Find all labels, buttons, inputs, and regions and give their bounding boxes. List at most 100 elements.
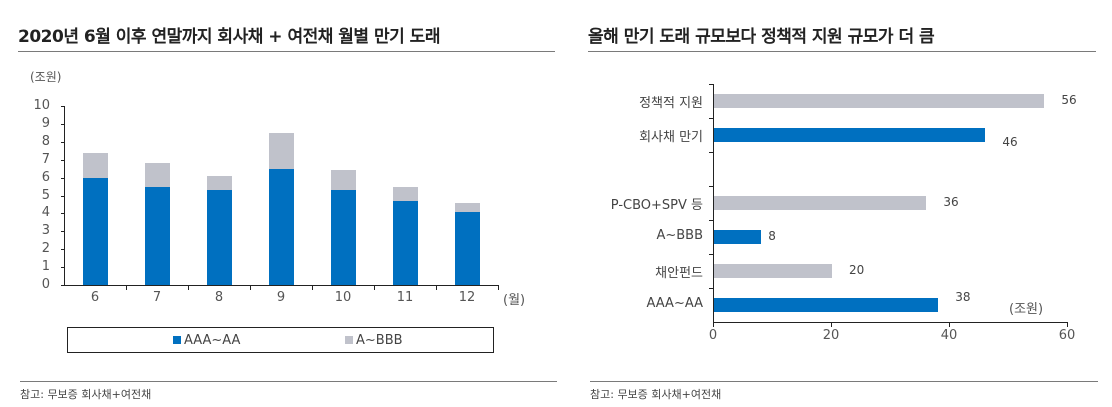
x-unit-label: (월) (503, 293, 526, 308)
y-tick-label: 1 (41, 259, 50, 275)
y-tick-mark (61, 267, 65, 269)
note-divider (20, 381, 557, 382)
y-tick-mark (61, 285, 65, 286)
y-tick-label: 8 (41, 133, 50, 149)
y-tick-mark (61, 195, 65, 197)
title-divider (18, 51, 555, 52)
legend-swatch (173, 336, 181, 344)
legend-item-a-bbb: A~BBB (345, 333, 403, 348)
note-divider (590, 381, 1098, 382)
x-tick-label: 0 (708, 328, 718, 343)
y-tick-label: 3 (41, 223, 50, 239)
y-tick-mark (61, 177, 65, 179)
y-tick-label: 2 (41, 241, 50, 257)
y-axis (64, 106, 65, 286)
y-tick-mark (61, 141, 65, 143)
y-tick-mark (61, 106, 65, 107)
y-tick-label: 9 (41, 115, 50, 131)
legend: AAA~AA A~BBB (67, 327, 494, 353)
bar-a-bbb (144, 163, 170, 187)
category-label: A~BBB (656, 228, 703, 243)
y-tick-mark (61, 213, 65, 215)
bar-aaa-aa (454, 211, 480, 285)
x-axis (64, 285, 498, 286)
bar-aaa-aa (144, 186, 170, 285)
category-label: 채안펀드 (655, 266, 703, 281)
y-tick-mark (61, 159, 65, 161)
right-chart-title: 올해 만기 도래 규모보다 정책적 지원 규모가 더 큼 (588, 27, 935, 47)
bar-aaa-aa (206, 190, 232, 285)
x-tick-mark (250, 285, 251, 290)
value-label: 36 (943, 195, 959, 209)
bar-aaa-aa (268, 168, 294, 285)
x-tick-mark (831, 322, 832, 327)
x-tick-mark (436, 285, 437, 290)
bar-a-bbb (454, 202, 480, 212)
bar-aaa-aa (392, 200, 418, 285)
bar-a-bbb (206, 175, 232, 191)
y-tick-mark (709, 84, 713, 85)
bar (714, 196, 927, 210)
x-tick-mark (126, 285, 127, 290)
left-chart-title: 2020년 6월 이후 연말까지 회사채 + 여전채 월별 만기 도래 (18, 27, 440, 47)
x-tick-label: 40 (940, 328, 958, 343)
x-tick-mark (188, 285, 189, 290)
x-tick-mark (498, 285, 499, 290)
category-label: P-CBO+SPV 등 (610, 198, 703, 213)
bar (714, 128, 986, 142)
y-tick-mark (709, 118, 713, 119)
y-tick-label: 4 (41, 205, 50, 221)
y-tick-label: 0 (41, 277, 50, 292)
category-label: 정책적 지원 (639, 96, 703, 111)
right-chart-panel: 올해 만기 도래 규모보다 정책적 지원 규모가 더 큼 정책적 지원 56 회사채… (570, 0, 1112, 407)
footnote: 참고: 무보증 회사채+여전채 (20, 388, 152, 401)
x-tick-label: 6 (90, 290, 100, 305)
value-label: 20 (849, 263, 865, 277)
value-label: 8 (768, 229, 776, 243)
y-tick-mark (709, 288, 713, 289)
bar-aaa-aa (82, 177, 108, 285)
y-tick-label: 10 (33, 98, 50, 113)
left-chart-panel: 2020년 6월 이후 연말까지 회사채 + 여전채 월별 만기 도래 (조원)… (18, 27, 557, 401)
bar-aaa-aa (330, 190, 356, 285)
legend-swatch (345, 336, 353, 344)
y-tick-label: 5 (41, 187, 50, 203)
title-divider (588, 51, 1096, 52)
x-axis (713, 322, 1067, 323)
x-tick-mark (713, 322, 714, 327)
y-tick-mark (709, 254, 713, 255)
x-tick-label: 10 (334, 290, 352, 305)
y-tick-mark (709, 220, 713, 221)
y-tick-label: 7 (41, 151, 50, 167)
value-label: 38 (955, 290, 971, 304)
x-unit-label: (조원) (1009, 302, 1044, 317)
x-tick-mark (949, 322, 950, 327)
legend-item-aaa-aa: AAA~AA (173, 333, 240, 348)
y-unit-label: (조원) (30, 70, 62, 84)
category-label: AAA~AA (646, 296, 703, 311)
y-tick-mark (709, 152, 713, 153)
bar (714, 94, 1045, 108)
x-tick-mark (374, 285, 375, 290)
value-label: 46 (1002, 135, 1018, 149)
x-tick-mark (1067, 322, 1068, 327)
x-tick-label: 8 (214, 290, 224, 305)
bar (714, 298, 939, 312)
bar-a-bbb (392, 186, 418, 201)
y-tick-label: 6 (41, 169, 50, 185)
y-axis (713, 84, 714, 323)
x-tick-label: 12 (458, 290, 476, 305)
x-tick-label: 7 (152, 290, 162, 305)
bar-a-bbb (330, 170, 356, 191)
y-tick-mark (61, 123, 65, 125)
y-tick-mark (61, 249, 65, 251)
x-tick-mark (312, 285, 313, 290)
bar (714, 264, 832, 278)
footnote: 참고: 무보증 회사채+여전채 (590, 388, 722, 401)
bar (714, 230, 762, 244)
y-tick-mark (709, 186, 713, 187)
x-tick-label: 20 (822, 328, 840, 343)
x-tick-label: 11 (396, 290, 414, 305)
x-tick-label: 9 (276, 290, 286, 305)
x-tick-label: 60 (1058, 328, 1076, 343)
